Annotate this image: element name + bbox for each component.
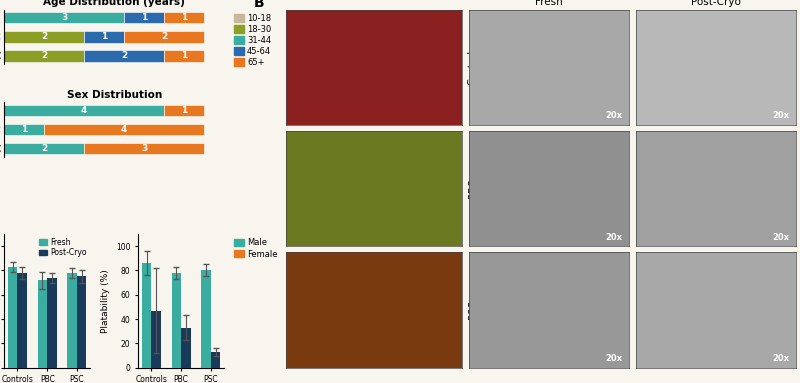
Text: 1: 1: [141, 13, 147, 22]
Bar: [181, 327, 190, 368]
Text: 1: 1: [21, 125, 27, 134]
Legend: Fresh, Post-Cryo: Fresh, Post-Cryo: [39, 238, 86, 257]
Bar: [164, 105, 204, 116]
Title: Sex Distribution: Sex Distribution: [66, 90, 162, 100]
Text: 20x: 20x: [773, 354, 790, 363]
Legend: 10-18, 18-30, 31-44, 45-64, 65+: 10-18, 18-30, 31-44, 45-64, 65+: [234, 14, 271, 67]
Bar: [151, 311, 161, 368]
Bar: [124, 31, 204, 43]
Bar: [164, 12, 204, 23]
Bar: [4, 143, 84, 154]
Text: B: B: [254, 0, 265, 10]
Text: 4: 4: [121, 125, 127, 134]
Y-axis label: Control: Control: [468, 50, 478, 85]
Bar: [211, 352, 220, 368]
Text: 20x: 20x: [773, 111, 790, 121]
Title: Age Distribution (years): Age Distribution (years): [43, 0, 185, 7]
Bar: [67, 273, 77, 368]
Text: 2: 2: [41, 32, 47, 41]
Bar: [142, 263, 151, 368]
Bar: [38, 280, 47, 368]
Text: 2: 2: [41, 51, 47, 61]
Bar: [47, 278, 57, 368]
Title: Post-Cryo: Post-Cryo: [691, 0, 741, 7]
Bar: [164, 50, 204, 62]
Y-axis label: PBC: PBC: [468, 179, 478, 198]
Text: 1: 1: [181, 51, 187, 61]
Bar: [77, 277, 86, 368]
Text: 2: 2: [161, 32, 167, 41]
Bar: [124, 12, 164, 23]
Text: 20x: 20x: [606, 111, 622, 121]
Bar: [4, 105, 164, 116]
Text: 2: 2: [41, 144, 47, 153]
Bar: [84, 143, 204, 154]
Title: Fresh: Fresh: [535, 0, 562, 7]
Legend: Male, Female: Male, Female: [234, 238, 278, 259]
Bar: [202, 270, 211, 368]
Text: 1: 1: [101, 32, 107, 41]
Bar: [84, 50, 164, 62]
Bar: [4, 31, 84, 43]
Y-axis label: Platability (%): Platability (%): [102, 269, 110, 333]
Bar: [18, 273, 27, 368]
Text: 1: 1: [181, 13, 187, 22]
Bar: [44, 124, 204, 135]
Text: 3: 3: [61, 13, 67, 22]
Text: 3: 3: [141, 144, 147, 153]
Text: 20x: 20x: [773, 233, 790, 242]
Bar: [4, 50, 84, 62]
Text: 1: 1: [181, 106, 187, 115]
Text: 4: 4: [81, 106, 87, 115]
Y-axis label: PSC: PSC: [468, 301, 478, 319]
Bar: [84, 31, 124, 43]
Bar: [172, 273, 181, 368]
Text: 2: 2: [121, 51, 127, 61]
Text: 20x: 20x: [606, 233, 622, 242]
Bar: [4, 124, 44, 135]
Bar: [4, 12, 124, 23]
Text: 20x: 20x: [606, 354, 622, 363]
Bar: [8, 267, 18, 368]
